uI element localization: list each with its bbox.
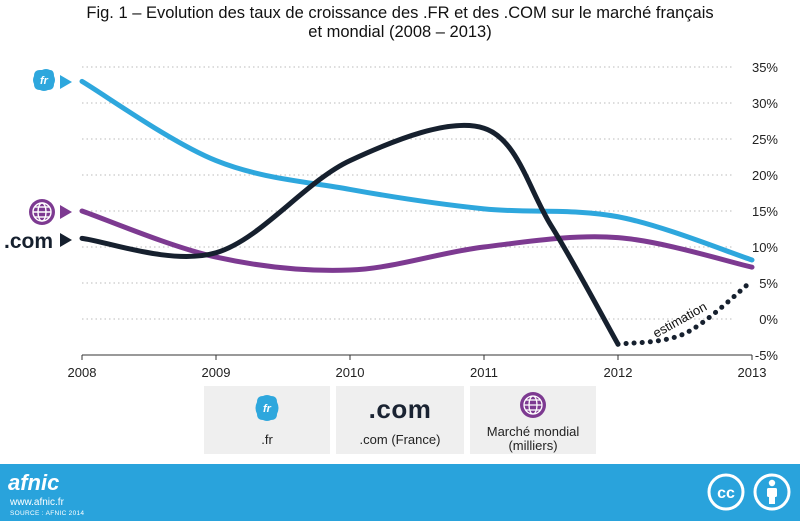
footer-source: SOURCE : AFNIC 2014	[10, 510, 85, 517]
legend-label-com: .com (France)	[359, 432, 441, 447]
footer-url: www.afnic.fr	[10, 497, 64, 508]
y-tick-label: 30%	[752, 96, 778, 111]
chart-title: Fig. 1 – Evolution des taux de croissanc…	[0, 4, 800, 42]
afnic-logo: afnic	[8, 470, 60, 495]
y-tick-label: 25%	[752, 132, 778, 147]
legend-label-fr: .fr	[261, 432, 273, 447]
x-tick-label: 2011	[470, 365, 498, 380]
svg-text:cc: cc	[717, 485, 735, 502]
fr-badge-icon	[33, 69, 55, 91]
y-gridlines	[82, 66, 734, 320]
chart-title-line2: et mondial (2008 – 2013)	[308, 23, 492, 41]
com-logo: .com	[368, 394, 432, 424]
y-tick-label: 10%	[752, 240, 778, 255]
footer-bar: afnic www.afnic.fr SOURCE : AFNIC 2014 c…	[0, 464, 800, 521]
com-marker-text: .com	[4, 230, 53, 253]
cc-icon: cc	[707, 473, 745, 511]
y-tick-label: 35%	[752, 60, 778, 75]
globe-icon	[520, 392, 546, 418]
x-tick-label: 2012	[604, 365, 633, 380]
fr-marker: fr	[33, 69, 72, 91]
y-tick-label: 5%	[759, 276, 778, 291]
line-chart: 35%30%25%20%15%10%5%0%-5% 2008 2009 2010 20…	[4, 60, 778, 380]
legend-item-world: Marché mondial (milliers)	[470, 386, 596, 454]
y-tick-labels: 35% 30% 25% 20% 15% 10% 5% 0% -5%	[752, 60, 778, 363]
y-tick-label: 15%	[752, 204, 778, 219]
y-tick-label: 20%	[752, 168, 778, 183]
legend-item-com: .com .com (France)	[336, 386, 464, 454]
x-tick-labels: 2008 2009 2010 2011 2012 2013	[68, 355, 767, 380]
series-line-fr	[79, 78, 755, 263]
chart-title-line1: Fig. 1 – Evolution des taux de croissanc…	[86, 4, 714, 22]
legend-label-world-2: (milliers)	[508, 438, 558, 453]
y-tick-label: 0%	[759, 312, 778, 327]
fr-badge-icon: fr	[255, 395, 279, 421]
x-tick-label: 2010	[336, 365, 365, 380]
legend-label-world-1: Marché mondial	[486, 424, 580, 439]
world-pointer-icon	[60, 205, 72, 219]
series-line-march-mondial-milliers	[79, 208, 755, 273]
x-tick-label: 2008	[68, 365, 97, 380]
legend-item-fr: fr .fr	[204, 386, 330, 454]
attribution-icon	[753, 473, 791, 511]
fr-badge-text: fr	[40, 75, 49, 87]
com-pointer-icon	[60, 233, 72, 247]
y-tick-label: -5%	[755, 348, 779, 363]
com-marker: .com	[4, 230, 72, 253]
world-marker	[29, 199, 72, 225]
series-lines	[79, 78, 755, 347]
series-line-com-france	[79, 122, 621, 347]
x-tick-label: 2013	[738, 365, 767, 380]
series-estimation-com-france	[615, 278, 755, 347]
fr-pointer-icon	[60, 75, 72, 89]
x-tick-label: 2009	[202, 365, 231, 380]
svg-text:fr: fr	[263, 403, 272, 415]
